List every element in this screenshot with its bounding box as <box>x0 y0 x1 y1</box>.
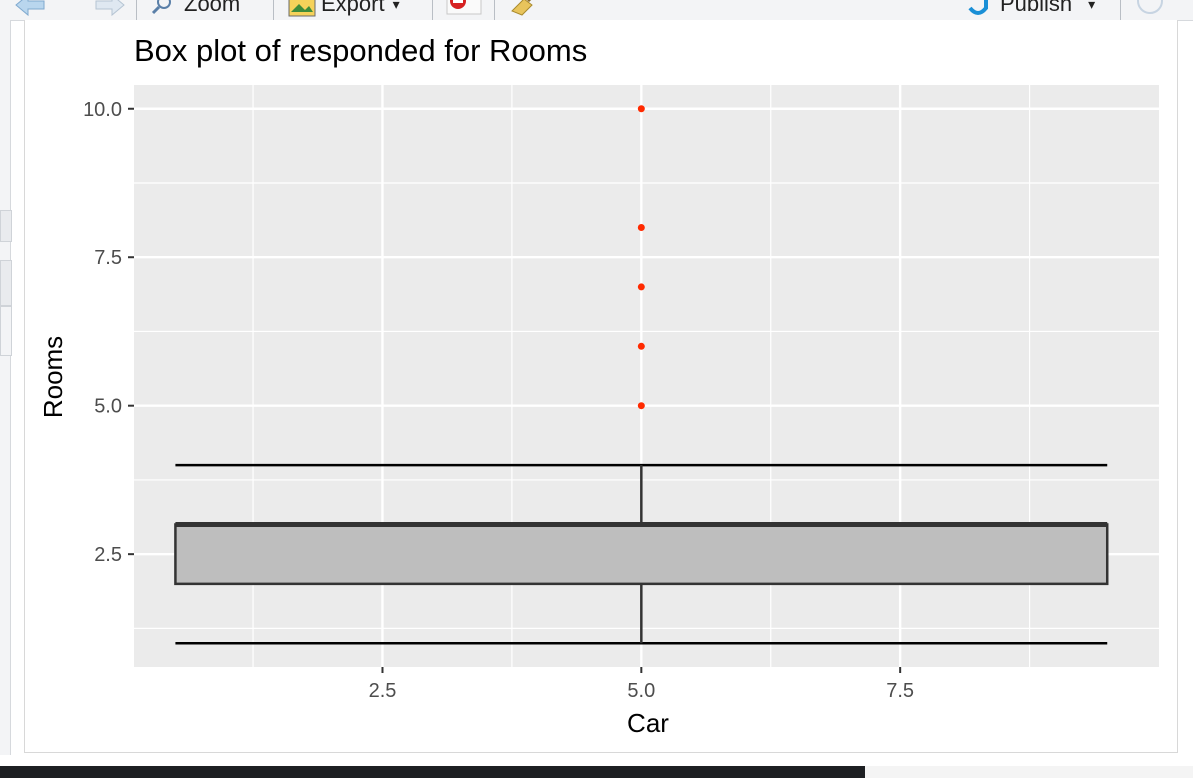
chevron-down-icon: ▾ <box>392 0 400 12</box>
plot-toolbar: Zoom Export ▾ Publish ▾ <box>0 0 1193 21</box>
pane-tab[interactable] <box>0 306 12 356</box>
x-axis: 2.5 5.0 7.5 <box>369 667 914 702</box>
x-axis-title: Car <box>627 708 669 738</box>
outlier-point <box>637 105 645 113</box>
remove-plot-button[interactable] <box>446 0 482 17</box>
taskbar-edge <box>0 766 865 778</box>
y-tick-label: 5.0 <box>94 396 122 418</box>
y-axis: 2.5 5.0 7.5 10.0 <box>83 99 134 566</box>
export-label: Export <box>321 0 385 16</box>
y-axis-title: Rooms <box>38 336 68 418</box>
y-tick-label: 10.0 <box>83 99 122 121</box>
chart-title: Box plot of responded for Rooms <box>134 33 587 68</box>
back-arrow-icon[interactable] <box>12 0 48 17</box>
remove-plot-icon <box>446 0 482 15</box>
iqr-box <box>174 523 1109 586</box>
x-tick-label: 2.5 <box>369 680 397 702</box>
taskbar-edge-right <box>865 766 1193 778</box>
refresh-button[interactable] <box>1134 0 1170 17</box>
magnifier-icon <box>150 0 174 15</box>
chevron-down-icon: ▾ <box>1088 0 1096 12</box>
boxplot-group <box>174 463 1109 645</box>
left-pane-edge <box>0 20 12 755</box>
publish-label: Publish <box>1000 0 1073 16</box>
image-export-icon <box>287 0 316 17</box>
x-tick-label: 7.5 <box>886 680 914 702</box>
outlier-point <box>637 402 645 410</box>
publish-icon <box>966 0 990 15</box>
clear-all-button[interactable] <box>506 0 542 17</box>
x-tick-label: 5.0 <box>627 680 655 702</box>
outlier-point <box>637 224 645 232</box>
outlier-point <box>637 283 645 291</box>
refresh-icon <box>1137 0 1163 14</box>
pane-tab[interactable] <box>0 260 12 306</box>
y-tick-label: 2.5 <box>94 544 122 566</box>
pane-tab[interactable] <box>0 210 12 242</box>
y-tick-label: 7.5 <box>94 247 122 269</box>
outlier-points <box>637 105 645 410</box>
broom-icon <box>511 0 533 16</box>
outlier-point <box>637 342 645 350</box>
forward-arrow-icon[interactable] <box>92 0 128 17</box>
export-button[interactable]: Export ▾ <box>287 0 400 17</box>
zoom-button[interactable]: Zoom <box>150 0 240 17</box>
publish-button[interactable]: Publish ▾ <box>966 0 1095 17</box>
zoom-label: Zoom <box>184 0 241 16</box>
